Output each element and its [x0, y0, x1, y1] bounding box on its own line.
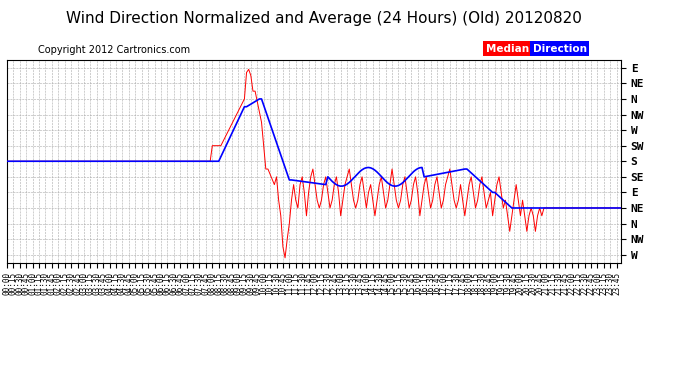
Text: Copyright 2012 Cartronics.com: Copyright 2012 Cartronics.com — [38, 45, 190, 55]
Text: Direction: Direction — [533, 44, 586, 54]
Text: Wind Direction Normalized and Average (24 Hours) (Old) 20120820: Wind Direction Normalized and Average (2… — [66, 11, 582, 26]
Text: Median: Median — [486, 44, 529, 54]
